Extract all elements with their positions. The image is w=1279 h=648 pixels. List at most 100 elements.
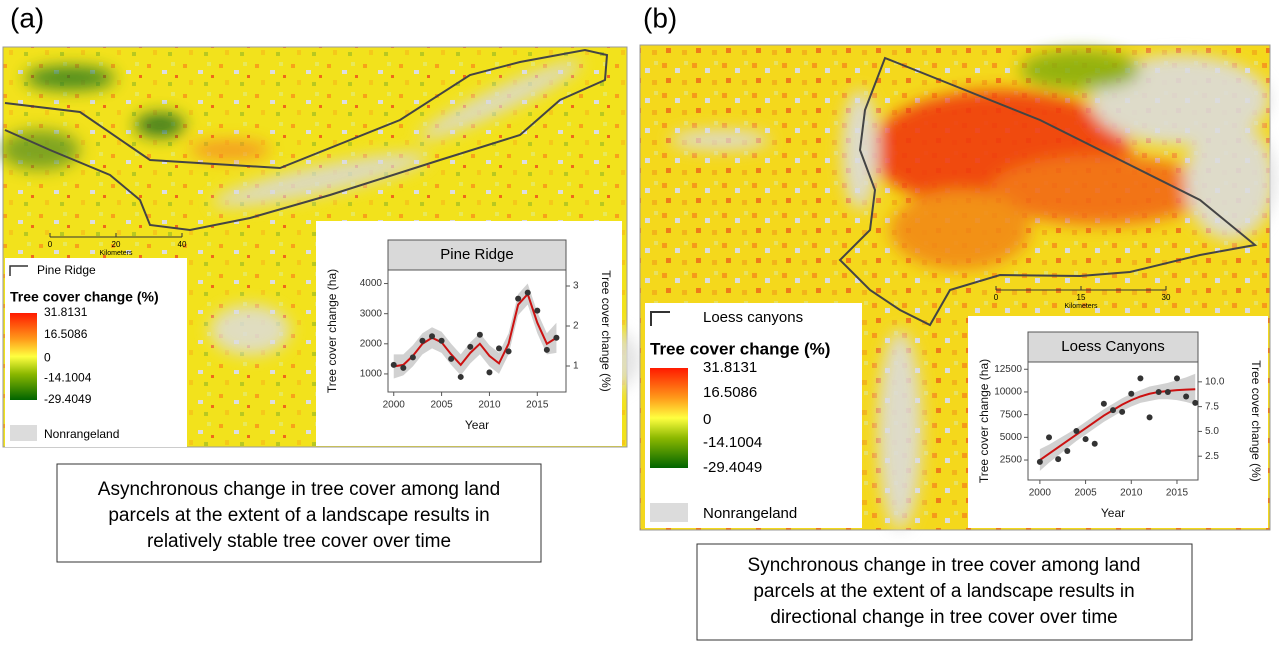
data-point [1073, 427, 1080, 434]
data-point [419, 337, 426, 344]
x-tick-label: 2000 [1029, 488, 1052, 499]
y-axis-title: Tree cover change (ha) [325, 269, 339, 393]
caption-line: directional change in tree cover over ti… [770, 607, 1117, 628]
data-point [1055, 456, 1062, 463]
y-tick-label: 2000 [360, 338, 383, 349]
legend-title: Tree cover change (%) [650, 339, 830, 358]
legend-tick-label: 16.5086 [703, 384, 757, 401]
data-point [1155, 388, 1162, 395]
y-tick-label: 7500 [1000, 409, 1023, 420]
data-point [467, 343, 474, 350]
caption-box [696, 543, 1193, 641]
scale-label: 30 [1162, 293, 1171, 302]
data-point [1046, 434, 1053, 441]
data-point [1036, 458, 1043, 465]
legend-tick-label: 0 [44, 350, 51, 364]
y2-tick-label: 2.5 [1205, 451, 1219, 462]
data-point [534, 307, 541, 314]
legend-tick-label: -29.4049 [44, 392, 92, 406]
y-axis-title: Tree cover change (ha) [977, 359, 991, 483]
data-point [1119, 408, 1126, 415]
scale-label: 0 [994, 293, 999, 302]
legend-tick-label: 31.8131 [44, 305, 88, 319]
y2-tick-label: 10.0 [1205, 376, 1225, 387]
y2-tick-label: 3 [573, 281, 579, 292]
legend-nonrangeland: Nonrangeland [44, 427, 119, 441]
scale-label: 20 [112, 240, 121, 249]
fit-line [393, 292, 557, 368]
caption-line: parcels at the extent of a landscape res… [753, 581, 1134, 602]
data-point [1110, 407, 1116, 414]
data-point [1128, 390, 1135, 397]
x-tick-label: 2005 [430, 400, 453, 411]
x-axis-title: Year [465, 418, 489, 432]
x-tick-label: 2010 [1120, 488, 1143, 499]
y2-axis-title: Tree cover change (%) [1249, 360, 1263, 482]
data-point [448, 355, 455, 362]
data-point [476, 331, 483, 338]
legend-a: Pine Ridge Tree cover change (%) Nonrang… [9, 263, 159, 441]
data-point [409, 354, 416, 361]
panel-label: (b) [643, 2, 677, 33]
data-point [505, 348, 512, 355]
legend-tick-label: 16.5086 [44, 327, 88, 341]
data-point [457, 373, 464, 380]
legend-tick-label: -29.4049 [703, 459, 762, 476]
chart-title: Loess Canyons [1061, 338, 1164, 355]
data-point [1100, 400, 1107, 407]
legend-boundary: Loess canyons [703, 309, 803, 326]
legend-boundary: Pine Ridge [37, 263, 96, 277]
x-tick-label: 2000 [383, 400, 406, 411]
y-tick-label: 1000 [360, 369, 383, 380]
y-tick-label: 2500 [1000, 455, 1023, 466]
panel-label: (a) [10, 2, 44, 33]
data-point [1164, 388, 1171, 395]
x-tick-label: 2015 [526, 400, 549, 411]
data-point [524, 289, 531, 296]
y-tick-label: 4000 [360, 278, 383, 289]
chart-header [1027, 331, 1199, 363]
y2-axis-title: Tree cover change (%) [599, 270, 613, 392]
x-axis-title: Year [1101, 506, 1125, 520]
y-tick-label: 5000 [1000, 432, 1023, 443]
y-tick-label: 3000 [360, 308, 383, 319]
legend-tick-label: -14.1004 [44, 370, 92, 384]
y2-tick-label: 5.0 [1205, 426, 1219, 437]
data-point [1173, 375, 1180, 382]
x-tick-label: 2015 [1166, 488, 1189, 499]
caption-line: Asynchronous change in tree cover among … [98, 479, 500, 500]
data-point [1192, 399, 1199, 406]
scale-label: 0 [48, 240, 53, 249]
caption-line: Synchronous change in tree cover among l… [748, 555, 1141, 576]
legend-b: Loess canyons Tree cover change (%) Nonr… [650, 309, 830, 522]
y-tick-label: 10000 [994, 387, 1022, 398]
plot-area [1027, 361, 1199, 481]
caption-line: parcels at the extent of a landscape res… [108, 505, 489, 526]
caption-box [56, 463, 542, 563]
legend-tick-label: 0 [703, 411, 711, 428]
y2-tick-label: 7.5 [1205, 401, 1219, 412]
plot-area [387, 269, 567, 393]
data-point [1137, 375, 1144, 382]
data-point [553, 334, 560, 341]
data-point [1091, 440, 1098, 447]
data-point [1082, 436, 1089, 443]
y2-tick-label: 2 [573, 321, 579, 332]
y-tick-label: 12500 [994, 364, 1022, 375]
chart-title: Pine Ridge [440, 246, 513, 263]
scale-unit: Kilometers [1064, 303, 1098, 310]
confidence-band [393, 283, 557, 379]
data-point [496, 345, 503, 352]
data-point [390, 361, 397, 368]
x-tick-label: 2010 [478, 400, 501, 411]
legend-nonrangeland: Nonrangeland [703, 505, 797, 522]
scale-label: 15 [1077, 293, 1086, 302]
y2-tick-label: 1 [573, 361, 579, 372]
caption-line: relatively stable tree cover over time [147, 531, 451, 552]
x-tick-label: 2005 [1074, 488, 1097, 499]
data-point [1064, 447, 1071, 454]
data-point [429, 333, 436, 340]
data-point [543, 346, 550, 353]
data-point [1146, 414, 1153, 421]
legend-tick-label: 31.8131 [703, 359, 757, 376]
